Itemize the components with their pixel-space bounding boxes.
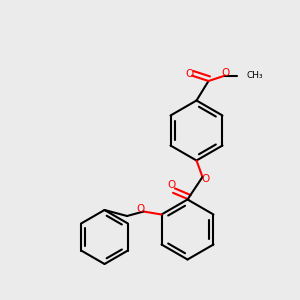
Text: O: O	[221, 68, 230, 78]
Text: O: O	[136, 203, 145, 214]
Text: O: O	[185, 69, 193, 79]
Text: O: O	[167, 180, 176, 190]
Text: CH₃: CH₃	[246, 70, 262, 80]
Text: O: O	[201, 174, 210, 184]
